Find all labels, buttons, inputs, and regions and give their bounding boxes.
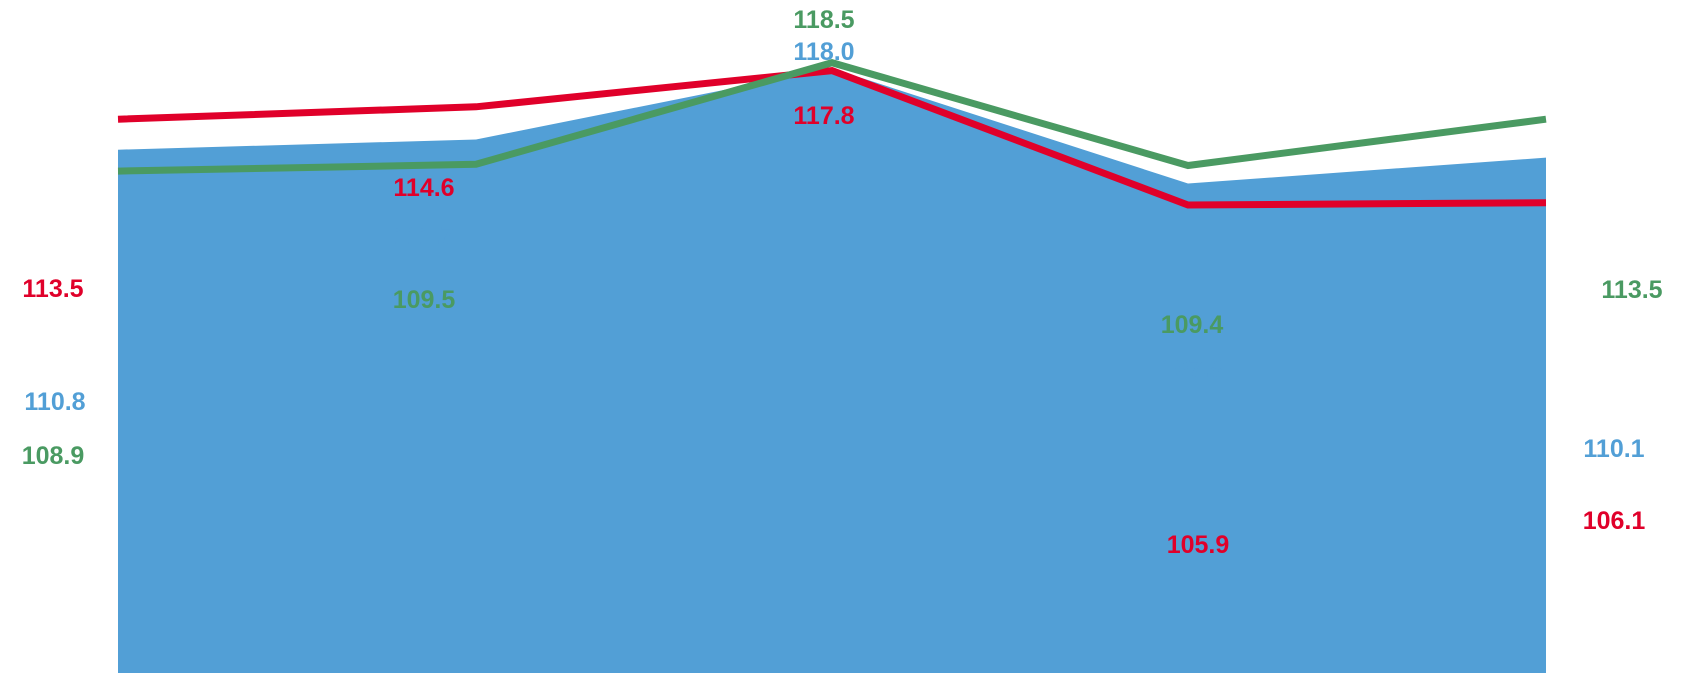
data-label-red-1: 113.5 (22, 275, 83, 303)
series-area-blue (118, 68, 1546, 673)
data-label-green-3: 118.5 (793, 6, 854, 34)
data-label-green-1: 108.9 (22, 442, 85, 470)
data-label-blue-3: 118.0 (793, 38, 854, 66)
data-label-blue-4: 107.8 (1161, 355, 1224, 383)
data-label-red-3: 117.8 (793, 102, 854, 130)
data-label-red-2: 114.6 (393, 174, 454, 202)
series-line-red (117, 67, 1547, 209)
data-label-green-4: 109.4 (1161, 311, 1224, 339)
data-label-blue-5: 110.1 (1583, 435, 1644, 463)
data-label-blue-2: 111.7 (394, 222, 454, 250)
series-line-green (117, 59, 1547, 175)
data-label-green-5: 113.5 (1601, 276, 1662, 304)
data-label-blue-1: 110.8 (24, 388, 85, 416)
data-label-red-4: 105.9 (1167, 531, 1230, 559)
data-label-red-5: 106.1 (1583, 507, 1646, 535)
data-label-green-2: 109.5 (393, 286, 456, 314)
